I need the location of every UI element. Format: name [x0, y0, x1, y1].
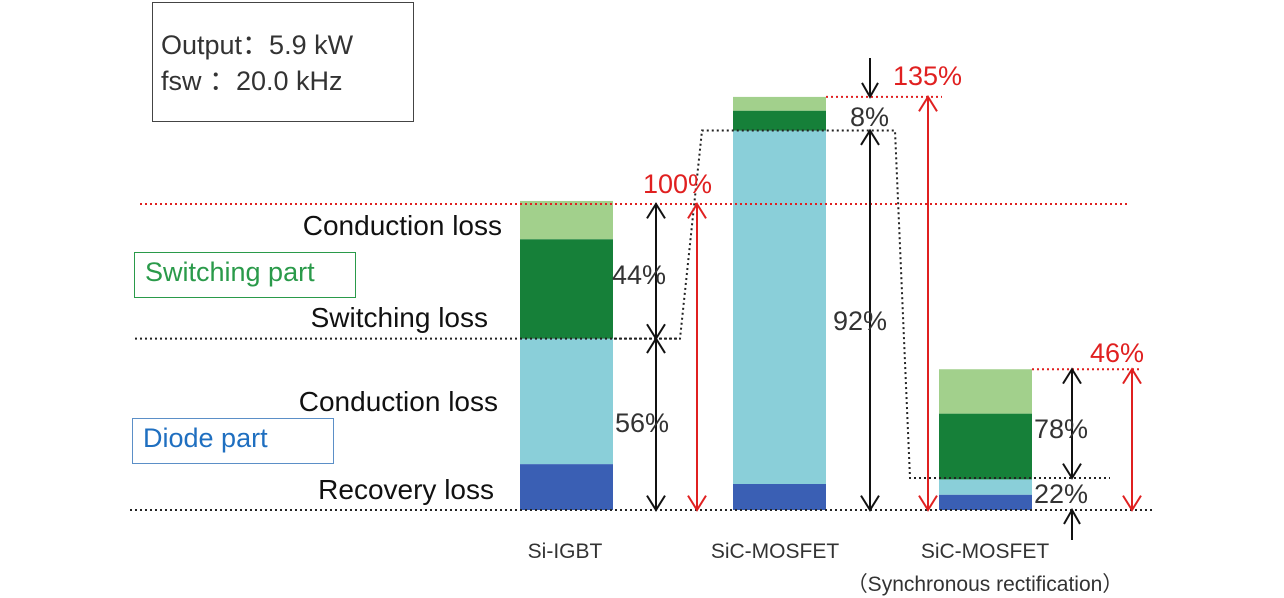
bar-2-switching: [939, 413, 1032, 480]
category-label-sic-mosfet: SiC-MOSFET: [710, 540, 840, 563]
switching-part-box: Switching part: [134, 252, 356, 298]
total-46-label: 46%: [1090, 338, 1144, 368]
diode-top-connector: [614, 129, 1110, 479]
fsw-label: fsw ：20.0 kHz: [161, 66, 343, 96]
arrows-layer: [646, 58, 1142, 540]
switching-loss-label: Switching loss: [310, 302, 488, 333]
diode-part-label: Diode part: [143, 423, 268, 453]
output-label: Output：5.9 kW: [161, 30, 354, 60]
recovery-loss-label: Recovery loss: [318, 474, 494, 505]
bar-0-switch-conduction: [520, 200, 613, 240]
bar-0-recovery: [520, 464, 613, 510]
sic-diode-pct: 92%: [833, 306, 887, 336]
igbt-diode-pct: 56%: [615, 408, 669, 438]
conditions-box: Output：5.9 kW fsw ：20.0 kHz: [152, 2, 414, 122]
sic-switching-arrow: [861, 58, 879, 99]
sic-diode-arrow: [860, 128, 880, 512]
total-46-arrow: [1122, 367, 1142, 512]
bar-1-switch-conduction: [733, 96, 826, 111]
diode-part-box: Diode part: [132, 418, 334, 464]
bar-2-switch-conduction: [939, 369, 1032, 414]
sync-switching-pct: 78%: [1034, 414, 1088, 444]
total-100-label: 100%: [643, 169, 712, 199]
bar-1-diode-conduction: [733, 130, 826, 484]
sync-diode-arrow: [1063, 507, 1081, 540]
bar-2-recovery: [939, 494, 1032, 510]
igbt-conduction-loss-label: Conduction loss: [302, 210, 502, 241]
bar-2-diode-conduction: [939, 479, 1032, 495]
igbt-diode-arrow: [646, 336, 666, 512]
sic-switching-pct: 8%: [850, 102, 889, 132]
category-label-sync-rectification: （Synchronous rectification）: [846, 573, 1124, 596]
diode-conduction-loss-label: Conduction loss: [298, 386, 498, 417]
bar-1-recovery: [733, 483, 826, 510]
total-135-label: 135%: [893, 61, 962, 91]
category-label-sic-mosfet-sync: SiC-MOSFET: [920, 540, 1050, 563]
switching-part-label: Switching part: [145, 257, 315, 287]
bar-0-diode-conduction: [520, 338, 613, 465]
guides-layer: [130, 95, 1152, 511]
sync-diode-pct: 22%: [1034, 479, 1088, 509]
bars-layer: [520, 96, 1032, 510]
sync-switching-arrow: [1062, 367, 1082, 480]
bar-1-switching: [733, 110, 826, 131]
total-135-arrow: [918, 95, 938, 512]
total-100-arrow: [687, 202, 707, 512]
bar-0-switching: [520, 239, 613, 339]
annotation-layer: 44% 56% 8% 92% 78% 22% 100% 135% 46%: [612, 61, 1144, 509]
igbt-switching-pct: 44%: [612, 260, 666, 290]
category-label-si-igbt: Si-IGBT: [527, 540, 603, 563]
